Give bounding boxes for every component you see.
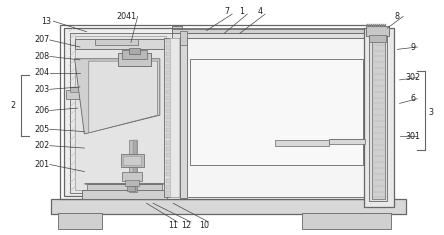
Text: 9: 9 xyxy=(410,43,416,51)
Bar xyxy=(172,33,380,38)
Bar xyxy=(164,38,186,197)
Bar xyxy=(364,28,394,207)
Text: 1: 1 xyxy=(239,7,245,16)
Text: 4: 4 xyxy=(257,7,262,16)
Bar xyxy=(166,166,183,170)
Bar xyxy=(375,24,376,27)
Bar xyxy=(129,140,137,192)
Bar xyxy=(166,64,183,69)
Bar xyxy=(75,39,171,49)
Bar xyxy=(166,191,183,196)
Bar xyxy=(166,102,183,107)
Text: 13: 13 xyxy=(42,17,52,26)
Bar xyxy=(166,52,183,56)
Bar xyxy=(166,58,183,62)
Bar xyxy=(369,35,386,42)
Bar xyxy=(70,87,81,92)
Text: 206: 206 xyxy=(35,106,50,115)
Bar xyxy=(58,213,102,229)
Text: 2041: 2041 xyxy=(116,12,137,21)
Bar xyxy=(166,147,183,151)
Bar xyxy=(166,77,183,81)
Text: 301: 301 xyxy=(405,132,420,141)
Polygon shape xyxy=(89,61,158,133)
Bar xyxy=(371,24,372,27)
Bar xyxy=(166,121,183,126)
Bar xyxy=(170,38,179,197)
Bar xyxy=(302,213,391,229)
Text: 2: 2 xyxy=(11,101,16,110)
Bar xyxy=(166,96,183,100)
Bar xyxy=(122,50,147,59)
Bar xyxy=(125,180,139,186)
Bar xyxy=(329,139,365,144)
Text: 201: 201 xyxy=(35,160,50,169)
Bar xyxy=(166,153,183,157)
Bar xyxy=(122,172,142,181)
Bar xyxy=(377,24,378,27)
Text: 11: 11 xyxy=(168,221,178,230)
Bar xyxy=(166,71,183,75)
Bar xyxy=(166,109,183,113)
Text: 202: 202 xyxy=(35,141,50,150)
Bar xyxy=(166,160,183,164)
Bar xyxy=(166,128,183,132)
Bar xyxy=(166,39,183,43)
Bar xyxy=(172,29,380,33)
Bar xyxy=(385,24,386,27)
Bar xyxy=(381,24,382,27)
Bar xyxy=(172,26,182,38)
Bar xyxy=(51,199,406,214)
Bar xyxy=(95,39,138,45)
Bar xyxy=(166,115,183,119)
Bar xyxy=(373,24,374,27)
Bar xyxy=(369,33,387,201)
Text: 8: 8 xyxy=(395,12,400,21)
Text: 10: 10 xyxy=(199,221,209,230)
Bar xyxy=(275,140,329,146)
Bar xyxy=(121,154,144,167)
Bar xyxy=(87,184,162,190)
Text: 6: 6 xyxy=(410,94,416,103)
Bar xyxy=(383,24,384,27)
Bar xyxy=(166,45,183,50)
Text: 203: 203 xyxy=(35,85,50,94)
Text: 302: 302 xyxy=(405,73,420,82)
Bar xyxy=(129,48,140,54)
Bar xyxy=(118,53,151,66)
Bar xyxy=(372,34,385,199)
Bar xyxy=(369,24,370,27)
Bar xyxy=(166,90,183,94)
Bar xyxy=(180,31,187,45)
Bar xyxy=(190,59,363,164)
Bar xyxy=(123,156,141,165)
Text: 208: 208 xyxy=(35,52,50,61)
Bar xyxy=(186,38,372,197)
Bar xyxy=(166,172,183,176)
Text: 7: 7 xyxy=(224,7,229,16)
Bar xyxy=(127,186,135,191)
Bar xyxy=(166,83,183,88)
Bar xyxy=(75,36,166,190)
Bar xyxy=(70,33,172,193)
Bar xyxy=(166,141,183,145)
Bar xyxy=(379,24,380,27)
Text: 207: 207 xyxy=(35,35,50,44)
Bar xyxy=(166,134,183,138)
Bar xyxy=(64,28,180,196)
Bar xyxy=(367,24,368,27)
Bar xyxy=(166,185,183,189)
Bar xyxy=(66,90,83,99)
Text: 205: 205 xyxy=(35,125,50,134)
Bar xyxy=(82,190,166,199)
Text: 204: 204 xyxy=(35,68,50,77)
Bar xyxy=(133,140,137,192)
Bar xyxy=(180,37,187,198)
Polygon shape xyxy=(75,59,160,134)
Text: 12: 12 xyxy=(182,221,191,230)
Bar xyxy=(366,26,389,36)
Text: 3: 3 xyxy=(428,108,433,117)
Bar xyxy=(60,25,384,199)
Bar xyxy=(166,179,183,183)
